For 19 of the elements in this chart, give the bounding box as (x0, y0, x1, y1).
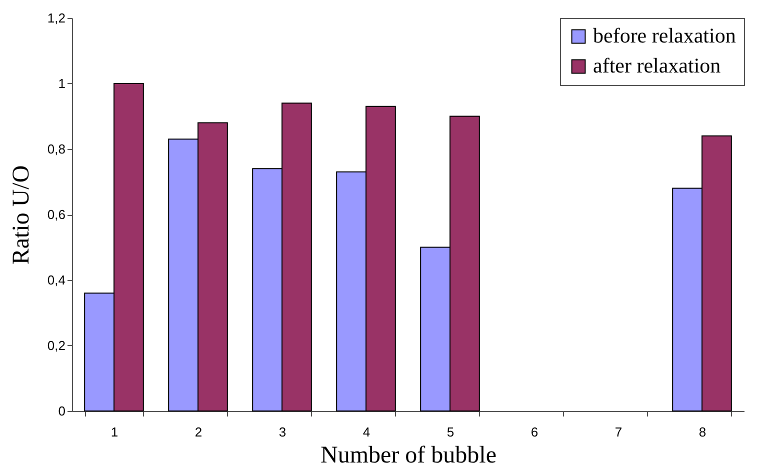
legend-label: before relaxation (593, 24, 736, 48)
y-tick-label: 1 (58, 76, 66, 91)
y-tick-label: 1,2 (47, 10, 66, 26)
y-tick-label: 0,8 (47, 142, 66, 156)
y-tick-label: 0,2 (47, 338, 66, 353)
x-tick-label: 6 (530, 424, 538, 440)
legend-label: after relaxation (593, 54, 722, 78)
x-tick-label: 3 (278, 424, 286, 440)
y-axis-title: Ratio U/O (8, 165, 34, 265)
x-tick-label: 7 (614, 424, 622, 440)
x-tick-label: 4 (362, 424, 370, 440)
x-tick-label: 5 (446, 424, 454, 440)
x-tick-label: 2 (194, 424, 202, 440)
y-tick-label: 0,4 (47, 272, 66, 288)
x-tick-label: 1 (110, 424, 118, 440)
x-tick-label: 8 (698, 424, 706, 440)
x-axis-title: Number of bubble (320, 442, 496, 468)
y-tick-label: 0 (58, 404, 66, 418)
y-tick-label: 0,6 (47, 207, 66, 222)
